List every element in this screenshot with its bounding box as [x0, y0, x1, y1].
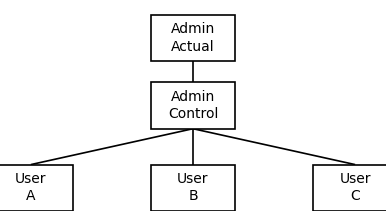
Text: Admin
Actual: Admin Actual — [171, 22, 215, 54]
FancyBboxPatch shape — [0, 165, 73, 211]
FancyBboxPatch shape — [151, 165, 235, 211]
Text: User
C: User C — [339, 172, 371, 203]
FancyBboxPatch shape — [151, 15, 235, 61]
FancyBboxPatch shape — [151, 82, 235, 129]
Text: User
A: User A — [15, 172, 47, 203]
Text: User
B: User B — [177, 172, 209, 203]
Text: Admin
Control: Admin Control — [168, 90, 218, 121]
FancyBboxPatch shape — [313, 165, 386, 211]
